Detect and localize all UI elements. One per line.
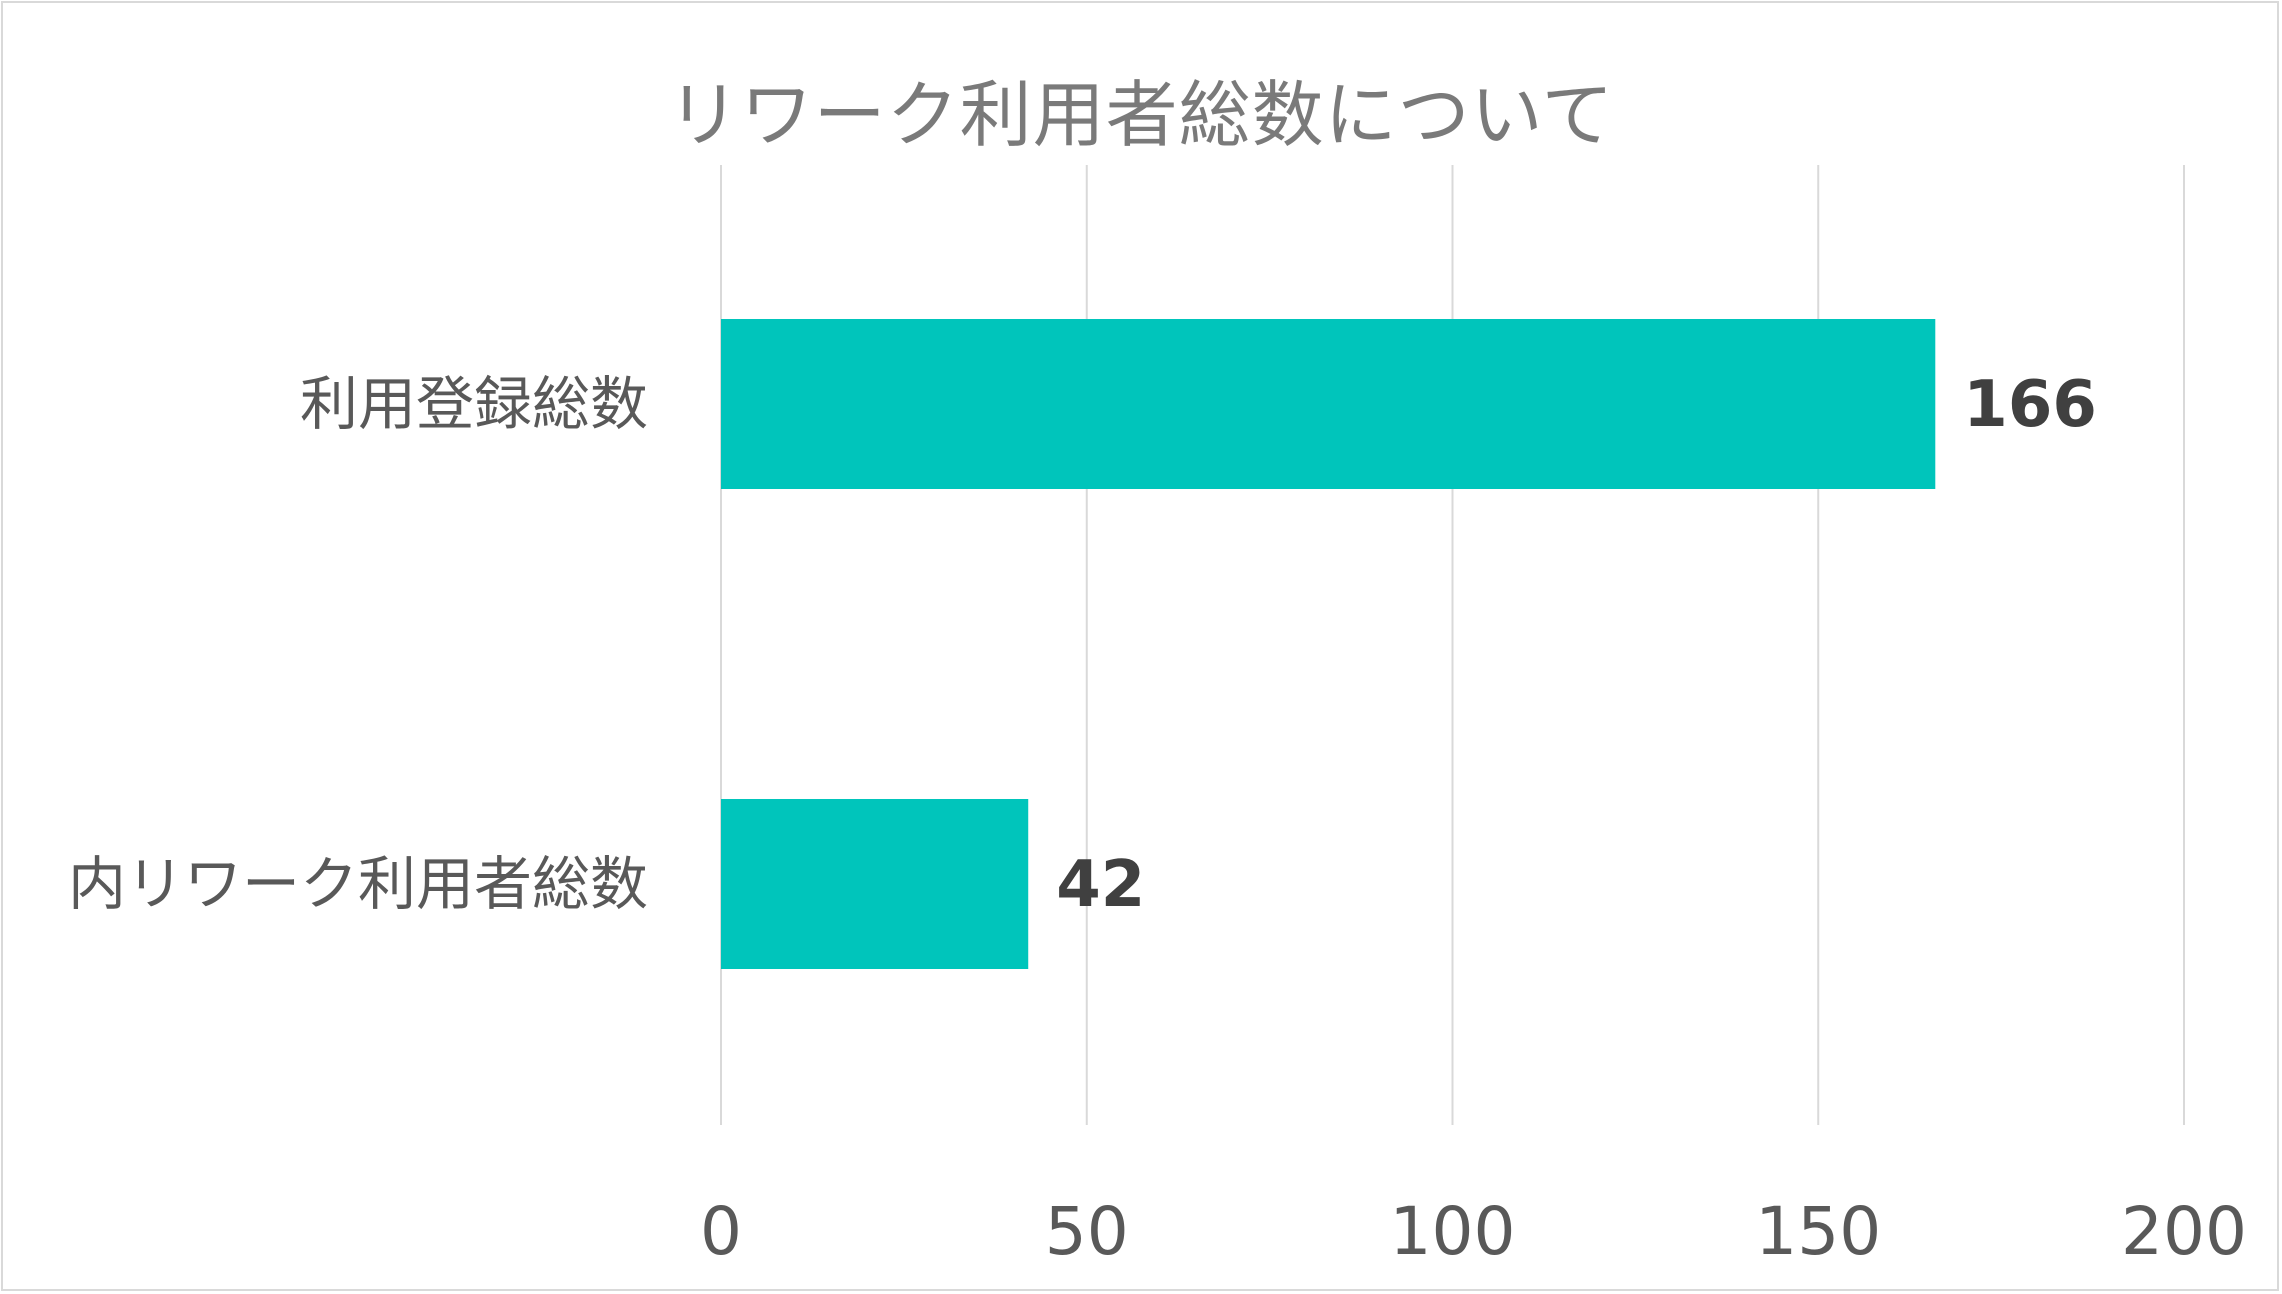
- x-tick-label: 50: [1045, 1193, 1129, 1270]
- x-axis-ticks: 0 50 100 150 200: [700, 1193, 2247, 1270]
- data-label: 166: [1963, 368, 2097, 442]
- x-tick-label: 100: [1390, 1193, 1516, 1270]
- gridlines: [720, 165, 2185, 1125]
- data-label: 42: [1056, 848, 1145, 922]
- data-labels: 166 42: [1056, 368, 2097, 922]
- x-tick-label: 150: [1755, 1193, 1881, 1270]
- bar: [721, 319, 1936, 489]
- chart-title: リワーク利用者総数について: [667, 73, 1615, 157]
- bars: [721, 319, 1936, 969]
- x-tick-label: 0: [700, 1193, 742, 1270]
- bar: [721, 799, 1029, 969]
- category-label: 利用登録総数: [300, 370, 648, 438]
- x-tick-label: 200: [2121, 1193, 2247, 1270]
- category-label: 内リワーク利用者総数: [68, 850, 648, 918]
